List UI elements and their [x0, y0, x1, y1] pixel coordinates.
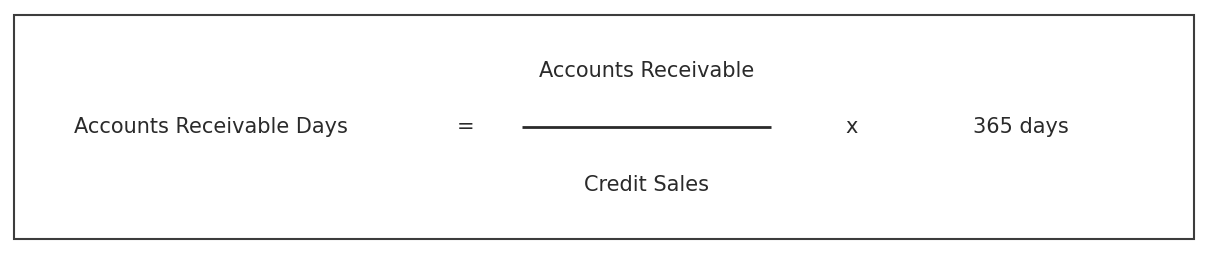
- Text: Accounts Receivable: Accounts Receivable: [539, 61, 754, 81]
- Text: Accounts Receivable Days: Accounts Receivable Days: [75, 117, 348, 137]
- Text: 365 days: 365 days: [972, 117, 1069, 137]
- Text: =: =: [457, 117, 474, 137]
- Text: Credit Sales: Credit Sales: [583, 176, 709, 195]
- FancyBboxPatch shape: [14, 15, 1194, 239]
- Text: x: x: [846, 117, 858, 137]
